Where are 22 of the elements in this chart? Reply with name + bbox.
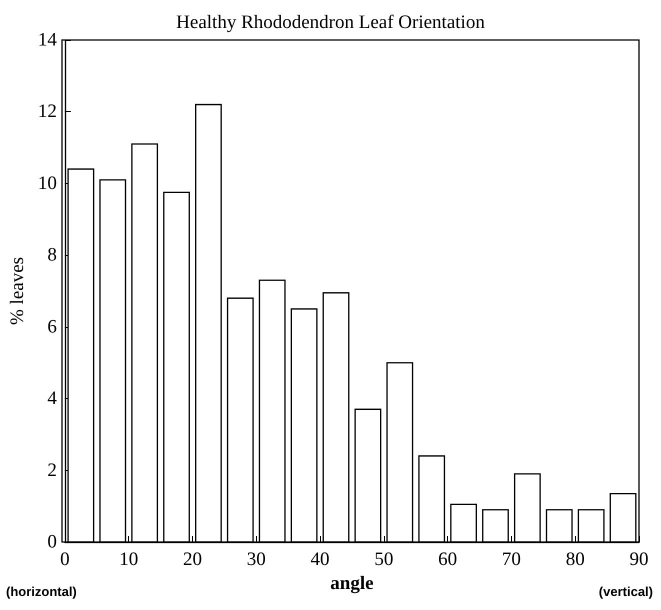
y-tick-label: 14	[38, 30, 58, 50]
y-tick-label: 0	[47, 532, 57, 552]
x-tick-label: 10	[119, 549, 138, 570]
y-axis-title: % leaves	[7, 256, 28, 326]
x-tick-label: 20	[182, 549, 202, 570]
y-tick-label: 4	[47, 388, 58, 410]
x-tick-label: 60	[438, 549, 458, 570]
text: (vertical)	[598, 584, 654, 599]
y-tick-label: 12	[38, 101, 57, 122]
y-tick-label: 6	[47, 316, 57, 338]
x-tick-label: 80	[566, 549, 585, 570]
y-tick-label: 2	[47, 460, 57, 481]
text: (horizontal)	[6, 584, 77, 599]
y-tick-label: 8	[47, 244, 57, 266]
chart-title: Healthy Rhododendron Leaf Orientation	[176, 12, 486, 33]
x-tick-label: 50	[374, 549, 394, 570]
x-tick-label: 90	[630, 549, 648, 570]
y-tick-label: 10	[38, 172, 57, 194]
x-tick-label: 70	[502, 549, 521, 570]
x-tick-label: 40	[310, 549, 330, 570]
x-axis-title: angle	[330, 572, 374, 594]
x-tick-label: 30	[246, 549, 266, 570]
